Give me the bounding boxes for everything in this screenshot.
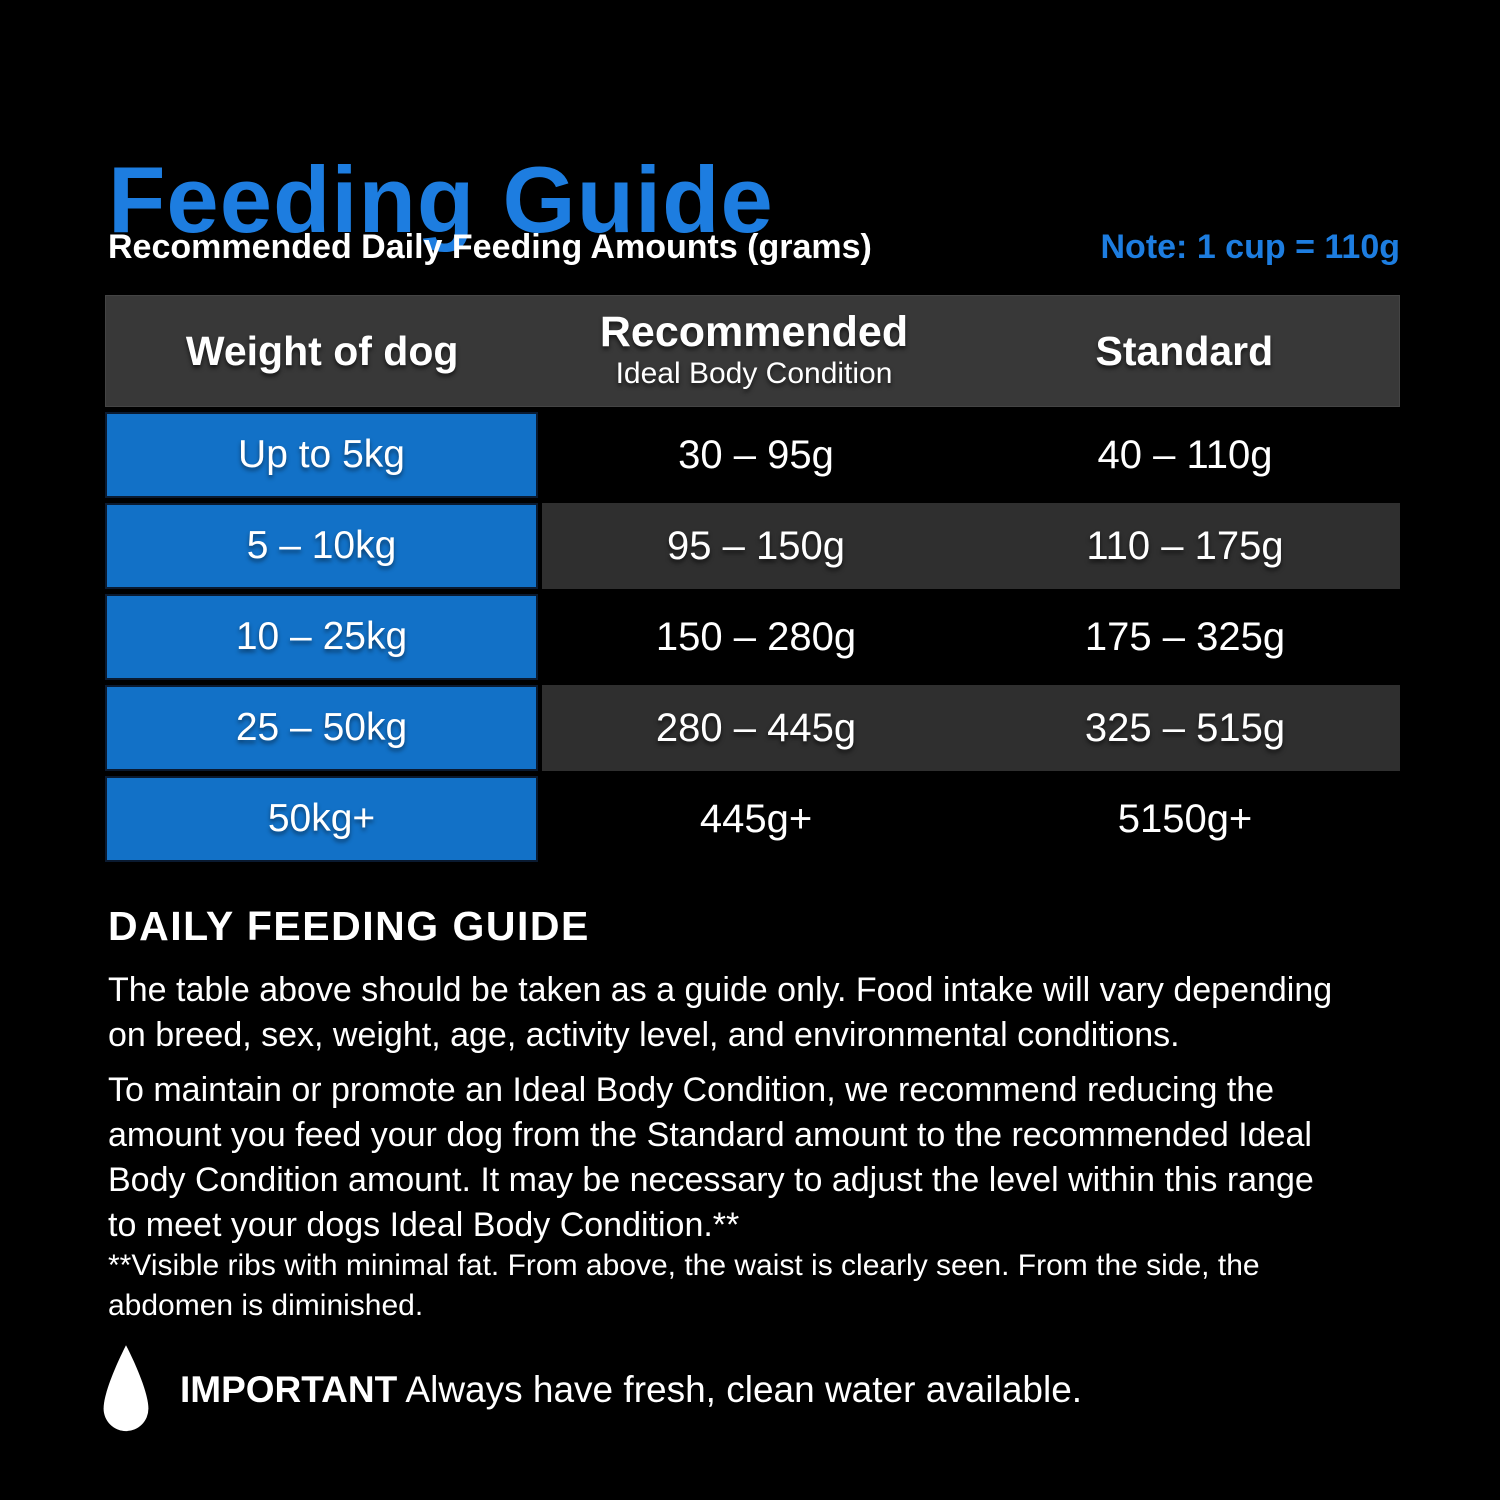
recommended-value: 445g+ [699,796,813,841]
important-text: IMPORTANT Always have fresh, clean water… [180,1369,1082,1411]
header-standard: Standard [1095,327,1274,374]
weight-cell: Up to 5kg [105,412,538,498]
standard-value: 40 – 110g [1097,432,1273,477]
row-data: 280 – 445g 325 – 515g [542,685,1400,771]
table-row: 25 – 50kg 280 – 445g 325 – 515g [105,685,1400,771]
cup-conversion-note: Note: 1 cup = 110g [1100,228,1401,266]
important-message: Always have fresh, clean water available… [397,1369,1083,1410]
guide-paragraph-2: To maintain or promote an Ideal Body Con… [108,1068,1438,1248]
recommended-value: 95 – 150g [667,523,845,568]
row-data: 95 – 150g 110 – 175g [542,503,1400,589]
important-label: IMPORTANT [180,1369,398,1410]
weight-cell: 10 – 25kg [105,594,538,680]
ideal-body-condition-footnote: **Visible ribs with minimal fat. From ab… [108,1246,1438,1326]
table-row: 5 – 10kg 95 – 150g 110 – 175g [105,503,1400,589]
footnote-line: **Visible ribs with minimal fat. From ab… [108,1249,1260,1282]
paragraph-line: on breed, sex, weight, age, activity lev… [108,1016,1180,1054]
row-data: 30 – 95g 40 – 110g [542,412,1400,498]
paragraph-line: Body Condition amount. It may be necessa… [108,1161,1314,1199]
row-data: 150 – 280g 175 – 325g [542,594,1400,680]
weight-cell: 5 – 10kg [105,503,538,589]
paragraph-line: To maintain or promote an Ideal Body Con… [108,1071,1275,1109]
water-drop-icon [103,1345,149,1432]
header-recommended: Recommended Ideal Body Condition [538,310,969,391]
paragraph-line: The table above should be taken as a gui… [108,971,1333,1009]
guide-paragraph-1: The table above should be taken as a gui… [108,968,1438,1058]
daily-feeding-guide-heading: DAILY FEEDING GUIDE [108,903,590,949]
recommended-value: 30 – 95g [678,432,834,477]
table-row: 10 – 25kg 150 – 280g 175 – 325g [105,594,1400,680]
header-weight-of-dog: Weight of dog [185,327,459,374]
table-subtitle: Recommended Daily Feeding Amounts (grams… [108,228,872,266]
header-recommended-main: Recommended [599,308,909,357]
weight-cell: 25 – 50kg [105,685,538,771]
footnote-line: abdomen is diminished. [108,1289,424,1322]
standard-value: 325 – 515g [1084,705,1286,750]
paragraph-line: amount you feed your dog from the Standa… [108,1116,1312,1154]
recommended-value: 150 – 280g [655,614,857,659]
weight-cell: 50kg+ [105,776,538,862]
table-header-row: Weight of dog Recommended Ideal Body Con… [105,295,1400,407]
recommended-value: 280 – 445g [655,705,857,750]
standard-value: 110 – 175g [1086,523,1284,568]
table-row: Up to 5kg 30 – 95g 40 – 110g [105,412,1400,498]
table-row: 50kg+ 445g+ 5150g+ [105,776,1400,862]
header-recommended-sub: Ideal Body Condition [615,356,893,390]
page-title: Feeding Guide [108,146,774,252]
standard-value: 5150g+ [1117,796,1253,841]
standard-value: 175 – 325g [1084,614,1286,659]
important-water-note: IMPORTANT Always have fresh, clean water… [98,1342,1082,1438]
feeding-table: Weight of dog Recommended Ideal Body Con… [105,295,1400,862]
subtitle-row: Recommended Daily Feeding Amounts (grams… [108,228,1400,267]
row-data: 445g+ 5150g+ [542,776,1400,862]
paragraph-line: to meet your dogs Ideal Body Condition.*… [108,1206,740,1244]
